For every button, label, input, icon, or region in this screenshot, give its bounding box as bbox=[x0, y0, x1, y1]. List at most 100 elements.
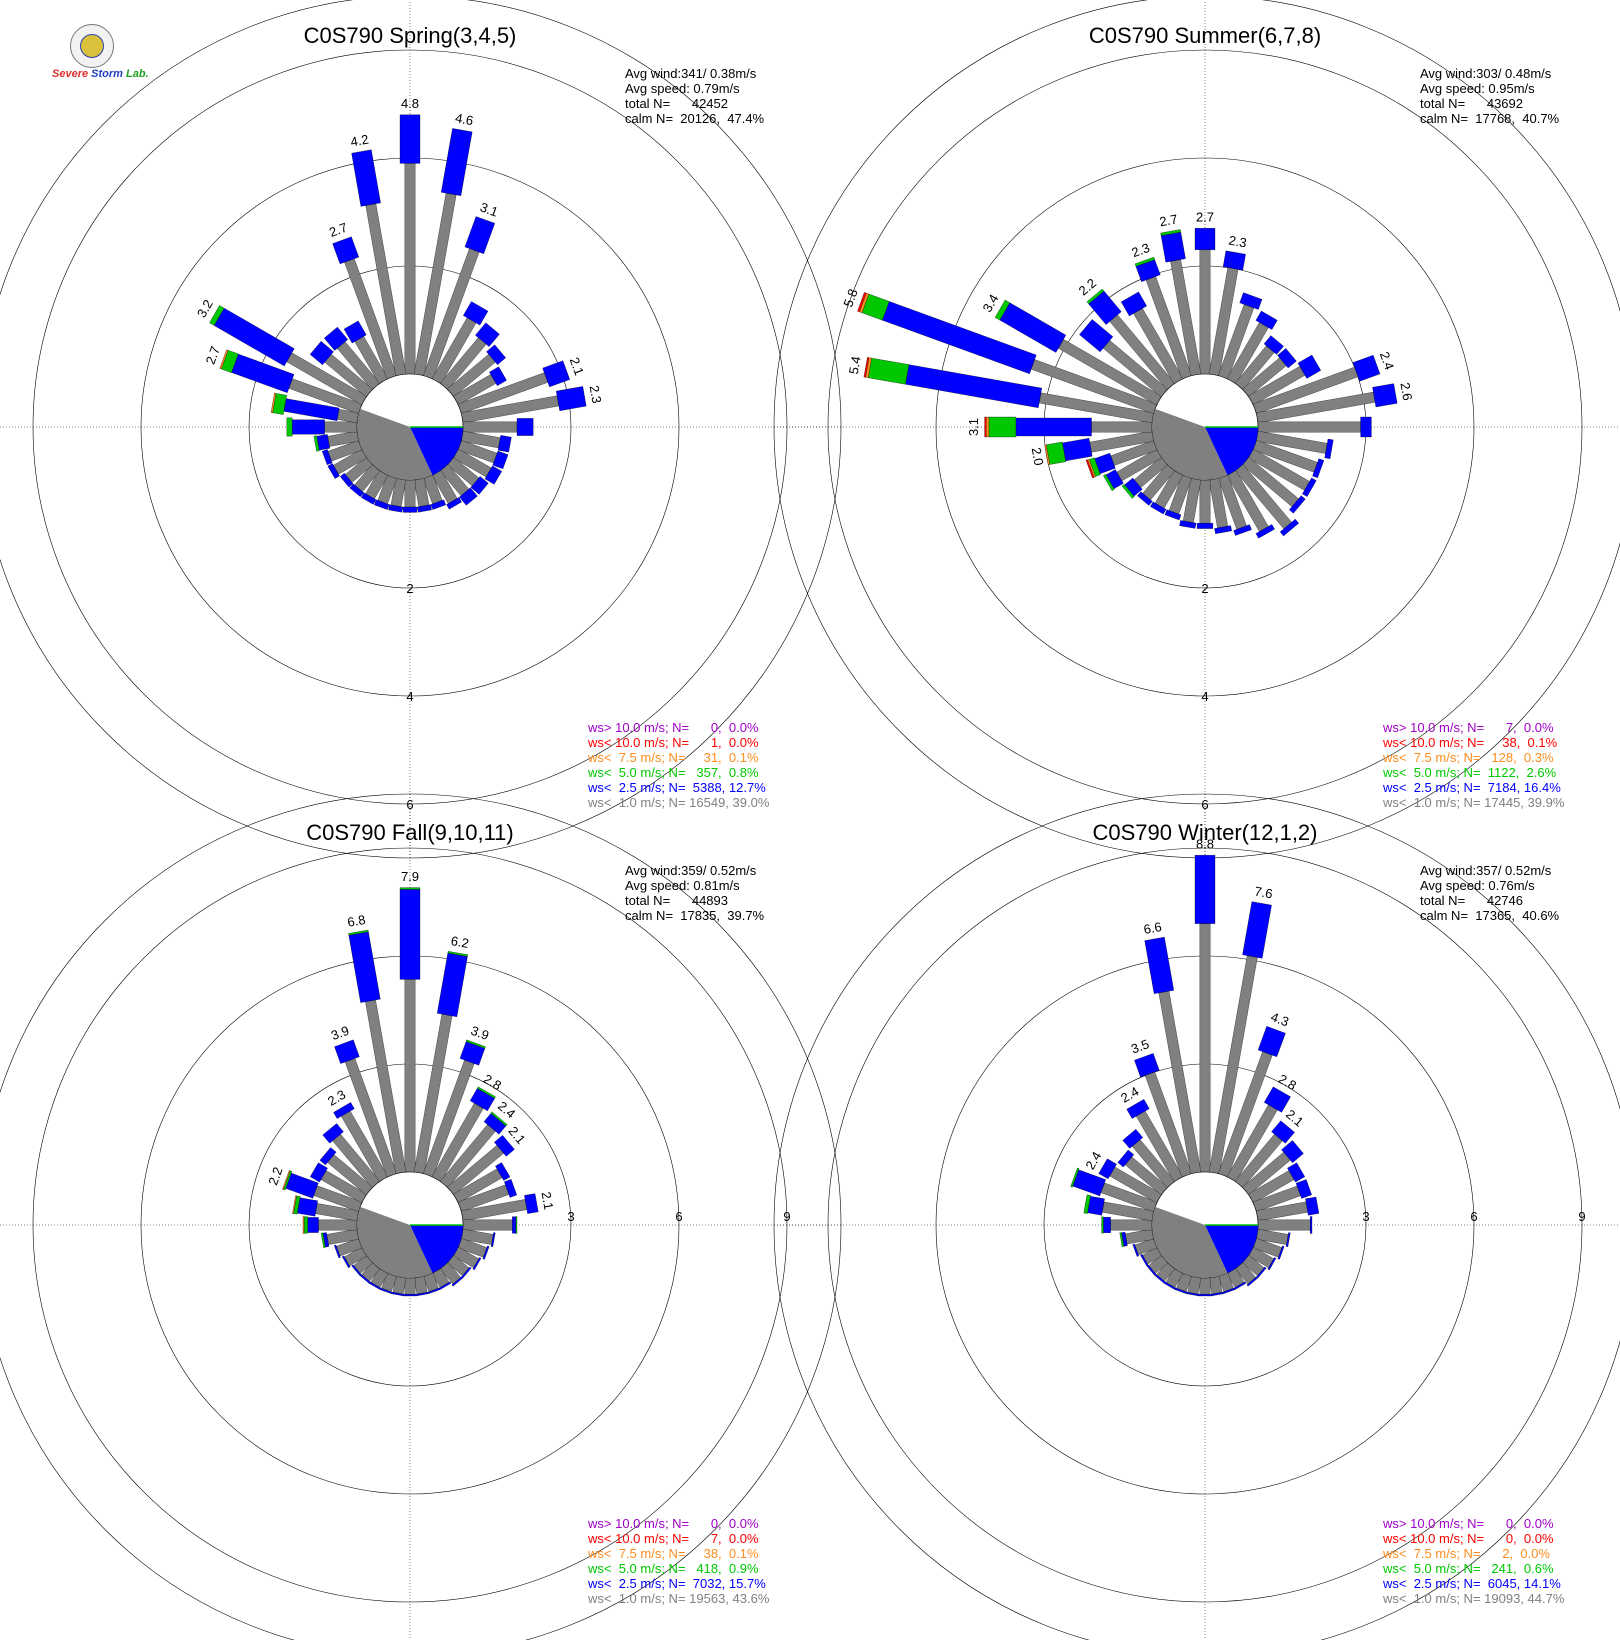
radial-tick-label: 6 bbox=[675, 1209, 682, 1224]
bar-segment-5 bbox=[313, 435, 320, 452]
bar-value-label: 2.7 bbox=[1196, 210, 1214, 225]
calm-wedge-blue bbox=[1205, 1225, 1258, 1273]
bar-value-label: 4.8 bbox=[401, 96, 419, 111]
calm-wedge-blue bbox=[410, 427, 463, 475]
bar-value-label: 4.6 bbox=[454, 110, 474, 128]
bar-segment-calm-1 bbox=[324, 421, 358, 433]
calm-wedge-blue bbox=[410, 1225, 463, 1273]
bar-segment-2-5 bbox=[399, 114, 421, 164]
bar-segment-2-5 bbox=[556, 386, 587, 411]
bar-segment-2-5 bbox=[1062, 438, 1093, 462]
bar-segment-2-5 bbox=[1144, 936, 1174, 994]
bar-segment-5 bbox=[1086, 288, 1105, 305]
bar-segment-2-5 bbox=[327, 463, 340, 479]
bar-segment-7-5 bbox=[219, 349, 229, 370]
bar-segment-2-5 bbox=[307, 1217, 319, 1233]
bar-segment-2-5 bbox=[441, 128, 473, 196]
bar-value-label: 2.3 bbox=[1227, 233, 1247, 251]
bar-segment-2-5 bbox=[1372, 383, 1398, 408]
bar-segment-2-5 bbox=[1117, 1149, 1135, 1168]
bar-segment-2-5 bbox=[1312, 458, 1325, 478]
stats-line: total N= 42746 bbox=[1420, 893, 1523, 908]
legend-entry: ws< 1.0 m/s; N= 17445, 39.9% bbox=[1382, 795, 1565, 810]
bar-segment-2-5 bbox=[516, 418, 534, 436]
stats-line: Avg wind:341/ 0.38m/s bbox=[625, 66, 757, 81]
bar-segment-2-5 bbox=[1179, 520, 1197, 529]
bar-segment-2-5 bbox=[1271, 1120, 1295, 1144]
bar-value-label: 3.2 bbox=[194, 297, 216, 320]
stats-line: Avg wind:357/ 0.52m/s bbox=[1420, 863, 1552, 878]
bar-segment-2-5 bbox=[339, 472, 354, 488]
bar-segment-2-5 bbox=[482, 1245, 490, 1260]
bar-value-label: 5.4 bbox=[846, 355, 864, 375]
bar-segment-calm-1 bbox=[1257, 421, 1361, 433]
bar-value-label: 2.7 bbox=[203, 344, 223, 366]
bar-segment-2-5 bbox=[1126, 1099, 1150, 1119]
legend-entry: ws< 5.0 m/s; N= 357, 0.8% bbox=[587, 765, 759, 780]
stats-line: Avg speed: 0.76m/s bbox=[1420, 878, 1535, 893]
legend-entry: ws< 2.5 m/s; N= 7184, 16.4% bbox=[1382, 780, 1561, 795]
bar-segment-2-5 bbox=[334, 1039, 360, 1064]
bar-segment-5 bbox=[1160, 229, 1181, 236]
calm-wedge-grey bbox=[357, 408, 433, 480]
bar-segment-7-5 bbox=[986, 416, 990, 438]
legend-entry: ws< 1.0 m/s; N= 19093, 44.7% bbox=[1382, 1591, 1565, 1606]
bar-value-label: 2.4 bbox=[1082, 1149, 1104, 1172]
bar-segment-2-5 bbox=[374, 499, 390, 510]
bar-segment-2-5 bbox=[1263, 335, 1284, 355]
panel-title: C0S790 Fall(9,10,11) bbox=[306, 820, 514, 845]
bar-segment-2-5 bbox=[399, 889, 421, 980]
bar-segment-2-5 bbox=[1277, 1245, 1285, 1260]
bar-segment-2-5 bbox=[1150, 501, 1167, 515]
stats-line: total N= 44893 bbox=[625, 893, 728, 908]
bar-segment-2-5 bbox=[1255, 310, 1278, 330]
bar-segment-5 bbox=[399, 887, 421, 890]
bar-value-label: 2.1 bbox=[567, 355, 587, 377]
bar-value-label: 2.7 bbox=[327, 220, 349, 240]
stats-line: Avg speed: 0.95m/s bbox=[1420, 81, 1535, 96]
bar-value-label: 7.9 bbox=[401, 869, 419, 884]
seal-emblem-icon bbox=[80, 34, 104, 58]
bar-segment-calm-1 bbox=[462, 1219, 513, 1231]
bar-segment-2-5 bbox=[1196, 523, 1214, 529]
bar-segment-2-5 bbox=[459, 487, 478, 506]
bar-segment-2-5 bbox=[464, 216, 495, 254]
university-seal-icon bbox=[70, 24, 114, 68]
radial-tick-label: 9 bbox=[1578, 1209, 1585, 1224]
legend-entry: ws< 10.0 m/s; N= 0, 0.0% bbox=[1382, 1531, 1554, 1546]
bar-segment-2-5 bbox=[542, 360, 570, 388]
calm-wedge-grey bbox=[357, 1206, 433, 1278]
bar-segment-2-5 bbox=[512, 1216, 517, 1234]
bar-segment-2-5 bbox=[1120, 291, 1147, 317]
bar-segment-5 bbox=[477, 1086, 496, 1099]
windrose-panel: 3 6 97.96.23.92.82.42.12.12.22.33.96.8C0S7… bbox=[0, 793, 842, 1640]
calm-wedge-grey bbox=[1152, 408, 1228, 480]
bar-value-label: 3.5 bbox=[1129, 1036, 1151, 1056]
bar-segment-2-5 bbox=[319, 1147, 337, 1166]
calm-wedge-blue bbox=[1205, 427, 1258, 475]
bar-segment-2-5 bbox=[1103, 1217, 1111, 1233]
bar-segment-2-5 bbox=[402, 506, 418, 513]
bar-value-label: 3.1 bbox=[478, 199, 500, 219]
panel-title: C0S790 Winter(12,1,2) bbox=[1093, 820, 1318, 845]
bar-segment-2-5 bbox=[451, 1276, 464, 1287]
legend-entry: ws< 10.0 m/s; N= 7, 0.0% bbox=[587, 1531, 759, 1546]
bar-segment-calm-1 bbox=[318, 1219, 358, 1231]
legend-entry: ws< 5.0 m/s; N= 1122, 2.6% bbox=[1382, 765, 1557, 780]
bar-segment-2-5 bbox=[437, 952, 468, 1017]
legend-entry: ws< 7.5 m/s; N= 31, 0.1% bbox=[587, 750, 759, 765]
legend-entry: ws< 5.0 m/s; N= 418, 0.9% bbox=[587, 1561, 759, 1576]
bar-segment-5 bbox=[1083, 1194, 1091, 1214]
bar-segment-5 bbox=[320, 1232, 326, 1248]
bar-value-label: 6.6 bbox=[1142, 919, 1162, 937]
radial-tick-label: 6 bbox=[406, 797, 413, 812]
legend-entry: ws< 1.0 m/s; N= 19563, 43.6% bbox=[587, 1591, 770, 1606]
bar-segment-5 bbox=[447, 951, 468, 957]
bar-segment-5 bbox=[1070, 1167, 1080, 1188]
bar-segment-2-5 bbox=[351, 149, 381, 207]
bar-segment-5 bbox=[515, 1216, 518, 1234]
bar-value-label: 4.3 bbox=[1269, 1009, 1291, 1029]
bar-segment-2-5 bbox=[323, 326, 349, 351]
bar-segment-2-5 bbox=[1098, 1158, 1117, 1180]
